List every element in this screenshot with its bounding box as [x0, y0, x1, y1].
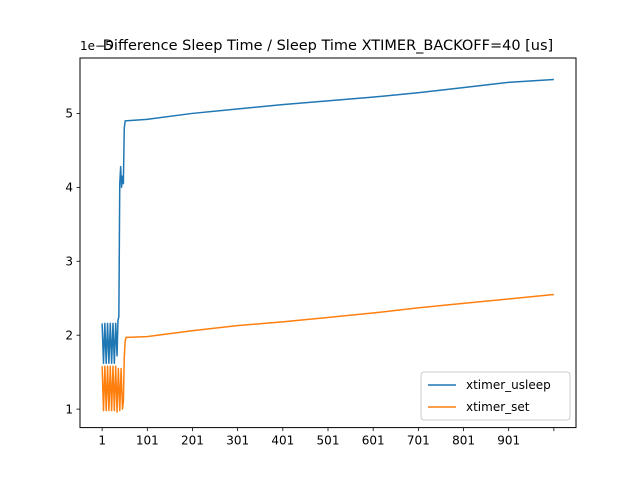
series-layer	[101, 78, 554, 413]
x-axis: 1 101 201 301 401 501 601 701 801 901	[98, 427, 555, 448]
legend-label-xtimer-usleep: xtimer_usleep	[466, 378, 551, 392]
x-tick-label: 301	[226, 434, 249, 448]
x-tick-label: 901	[497, 434, 520, 448]
x-tick-label: 1	[98, 434, 106, 448]
x-tick-label: 501	[317, 434, 340, 448]
y-tick-label: 4	[65, 181, 73, 195]
y-tick-label: 3	[65, 255, 73, 269]
x-tick-label: 701	[407, 434, 430, 448]
x-tick-label: 801	[452, 434, 475, 448]
legend: xtimer_usleep xtimer_set	[420, 371, 571, 421]
x-tick-label: 601	[362, 434, 385, 448]
x-tick-label: 401	[271, 434, 294, 448]
series-line-xtimer-usleep	[101, 78, 554, 365]
series-line-xtimer-set	[101, 293, 554, 413]
x-tick-label: 201	[181, 434, 204, 448]
y-axis: 1 2 3 4 5	[65, 107, 80, 416]
legend-label-xtimer-set: xtimer_set	[466, 400, 530, 414]
chart-title: Difference Sleep Time / Sleep Time XTIME…	[103, 38, 553, 54]
x-tick-label: 101	[136, 434, 159, 448]
y-tick-label: 5	[65, 107, 73, 121]
y-tick-label: 1	[65, 402, 73, 416]
y-tick-label: 2	[65, 329, 73, 343]
y-offset-text: 1e−5	[80, 39, 113, 53]
legend-box	[420, 371, 571, 421]
